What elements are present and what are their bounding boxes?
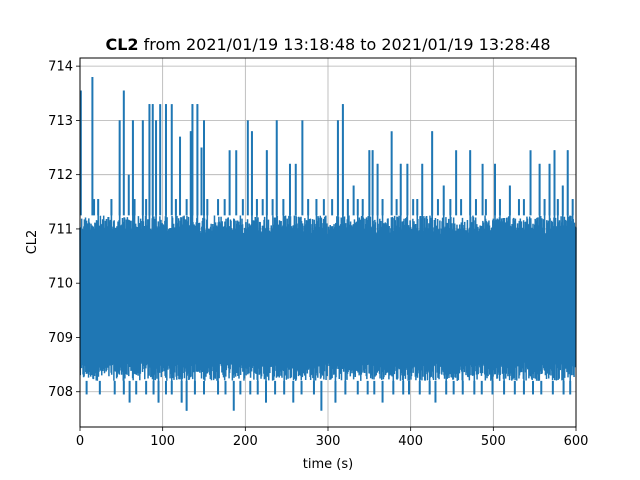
x-axis-label: time (s) [303, 457, 353, 472]
y-axis-label: CL2 [25, 230, 40, 255]
ticks: 0 100 200 300 400 500 600 708 709 710 711 712 713 714 [48, 60, 588, 449]
chart-title-bold: CL2 [105, 35, 138, 54]
x-tick-label: 500 [481, 434, 506, 449]
x-tick-label: 0 [76, 434, 84, 449]
series-cl2 [79, 76, 577, 411]
y-tick-label: 712 [48, 168, 73, 183]
y-tick-label: 713 [48, 114, 73, 129]
x-tick-label: 600 [564, 434, 589, 449]
x-tick-label: 300 [316, 434, 341, 449]
x-tick-label: 200 [233, 434, 258, 449]
chart-title: CL2 from 2021/01/19 13:18:48 to 2021/01/… [105, 35, 550, 54]
y-tick-label: 714 [48, 60, 73, 75]
y-tick-label: 710 [48, 277, 73, 292]
y-tick-label: 711 [48, 222, 73, 237]
y-tick-label: 709 [48, 331, 73, 346]
x-tick-label: 400 [398, 434, 423, 449]
y-tick-label: 708 [48, 385, 73, 400]
series-line [79, 104, 577, 411]
x-tick-label: 100 [150, 434, 175, 449]
chart-title-rest: from 2021/01/19 13:18:48 to 2021/01/19 1… [139, 35, 551, 54]
